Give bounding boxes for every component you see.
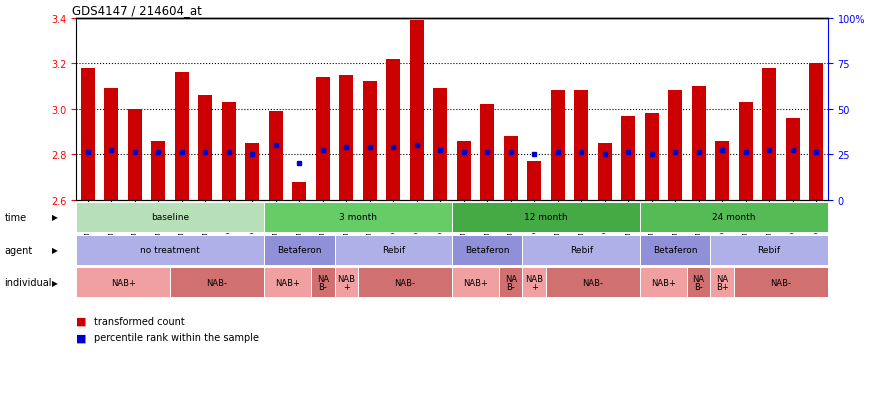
- Bar: [245, 144, 259, 200]
- Bar: [620, 116, 635, 200]
- Text: 3 month: 3 month: [339, 213, 376, 222]
- Bar: [80, 69, 95, 200]
- Bar: [268, 112, 283, 200]
- Bar: [291, 182, 306, 200]
- Bar: [76, 235, 264, 265]
- Text: ▶: ▶: [52, 246, 58, 254]
- Text: NAB-: NAB-: [207, 278, 227, 287]
- Bar: [128, 109, 141, 200]
- Text: NAB-: NAB-: [582, 278, 603, 287]
- Bar: [264, 202, 451, 232]
- Bar: [433, 89, 447, 200]
- Text: ■: ■: [76, 332, 87, 342]
- Text: NAB+: NAB+: [462, 278, 487, 287]
- Text: NAB+: NAB+: [111, 278, 135, 287]
- Text: NAB-: NAB-: [394, 278, 415, 287]
- Bar: [498, 268, 522, 297]
- Bar: [451, 202, 639, 232]
- Bar: [522, 268, 545, 297]
- Bar: [198, 96, 212, 200]
- Bar: [174, 73, 189, 200]
- Bar: [738, 103, 752, 200]
- Bar: [644, 114, 658, 200]
- Bar: [104, 89, 118, 200]
- Bar: [639, 268, 686, 297]
- Bar: [550, 91, 564, 200]
- Bar: [667, 91, 681, 200]
- Bar: [710, 268, 733, 297]
- Text: NA
B+: NA B+: [715, 274, 728, 291]
- Bar: [334, 268, 358, 297]
- Bar: [151, 141, 165, 200]
- Text: baseline: baseline: [151, 213, 189, 222]
- Bar: [479, 105, 493, 200]
- Bar: [264, 235, 334, 265]
- Bar: [264, 268, 311, 297]
- Bar: [76, 202, 264, 232]
- Bar: [170, 268, 264, 297]
- Bar: [339, 76, 353, 200]
- Text: no treatment: no treatment: [140, 246, 199, 254]
- Text: ■: ■: [76, 316, 87, 326]
- Text: NAB-: NAB-: [770, 278, 790, 287]
- Text: Rebif: Rebif: [569, 246, 592, 254]
- Bar: [597, 144, 611, 200]
- Bar: [503, 137, 517, 200]
- Bar: [785, 119, 799, 200]
- Bar: [761, 69, 775, 200]
- Bar: [522, 235, 639, 265]
- Text: time: time: [4, 212, 27, 223]
- Bar: [714, 141, 729, 200]
- Bar: [409, 21, 424, 200]
- Bar: [362, 82, 376, 200]
- Text: Betaferon: Betaferon: [277, 246, 321, 254]
- Text: NAB
+: NAB +: [525, 274, 543, 291]
- Text: NA
B-: NA B-: [504, 274, 516, 291]
- Text: transformed count: transformed count: [94, 316, 184, 326]
- Text: 12 month: 12 month: [524, 213, 567, 222]
- Text: NAB+: NAB+: [650, 278, 675, 287]
- Text: GDS4147 / 214604_at: GDS4147 / 214604_at: [72, 5, 202, 17]
- Bar: [691, 87, 704, 200]
- Text: ▶: ▶: [52, 213, 58, 222]
- Text: individual: individual: [4, 278, 52, 288]
- Bar: [311, 268, 334, 297]
- Bar: [316, 78, 329, 200]
- Bar: [710, 235, 827, 265]
- Bar: [639, 202, 827, 232]
- Bar: [574, 91, 587, 200]
- Bar: [76, 268, 170, 297]
- Text: Rebif: Rebif: [756, 246, 780, 254]
- Bar: [334, 235, 451, 265]
- Bar: [639, 235, 710, 265]
- Text: agent: agent: [4, 245, 33, 255]
- Text: NAB+: NAB+: [274, 278, 299, 287]
- Bar: [808, 64, 822, 200]
- Bar: [358, 268, 451, 297]
- Text: NA
B-: NA B-: [316, 274, 328, 291]
- Bar: [451, 268, 499, 297]
- Bar: [527, 162, 541, 200]
- Bar: [733, 268, 827, 297]
- Text: NAB
+: NAB +: [337, 274, 355, 291]
- Text: ▶: ▶: [52, 278, 58, 287]
- Bar: [222, 103, 236, 200]
- Text: 24 month: 24 month: [712, 213, 755, 222]
- Bar: [456, 141, 470, 200]
- Bar: [686, 268, 710, 297]
- Bar: [385, 59, 400, 200]
- Bar: [545, 268, 639, 297]
- Text: Betaferon: Betaferon: [653, 246, 696, 254]
- Text: Betaferon: Betaferon: [465, 246, 509, 254]
- Text: Rebif: Rebif: [381, 246, 404, 254]
- Text: percentile rank within the sample: percentile rank within the sample: [94, 332, 258, 342]
- Text: NA
B-: NA B-: [692, 274, 704, 291]
- Bar: [451, 235, 522, 265]
